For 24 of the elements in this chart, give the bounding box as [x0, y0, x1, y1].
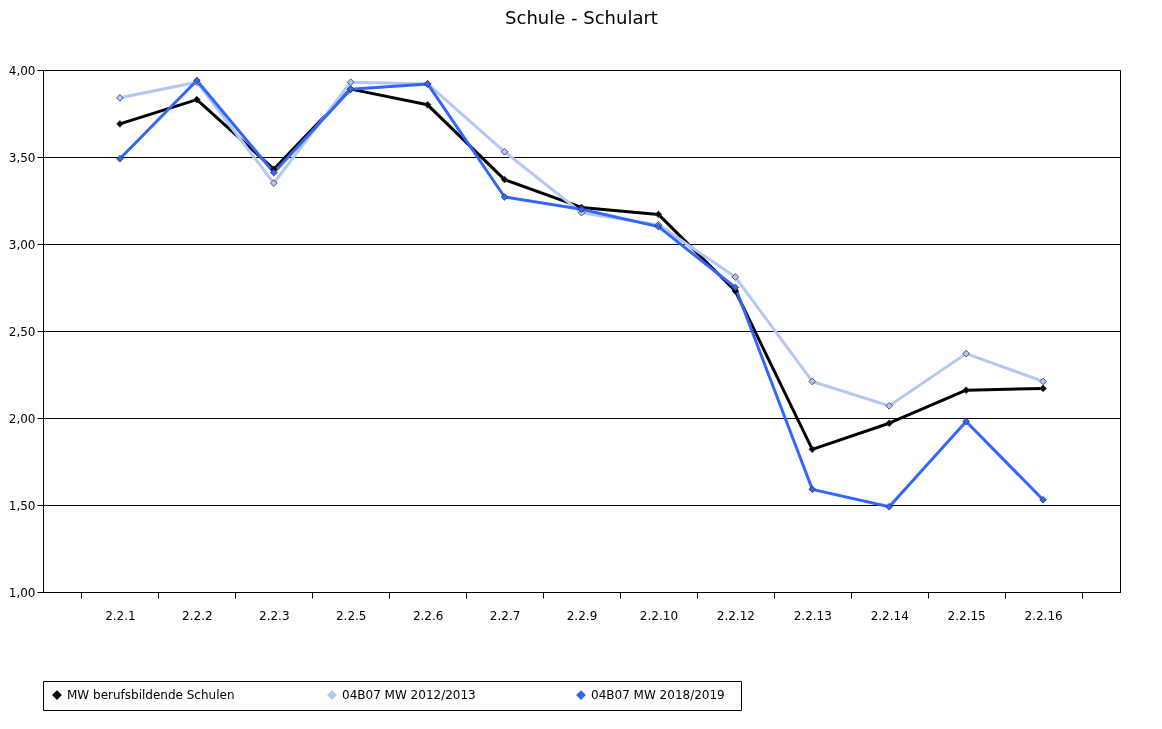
x-tick-label: 2.2.7 [489, 608, 521, 623]
y-tick-label: 2,00 [8, 411, 36, 426]
x-tick-label: 2.2.9 [566, 608, 598, 623]
x-tick-label: 2.2.10 [639, 608, 679, 623]
x-tick-label: 2.2.3 [259, 608, 290, 623]
x-tick-label: 2.2.2 [182, 608, 213, 623]
x-tick-label: 2.2.14 [870, 608, 909, 623]
x-tick-label: 2.2.6 [412, 608, 444, 623]
y-tick-label: 4,00 [8, 63, 36, 78]
x-tick-label: 2.2.15 [947, 608, 986, 623]
x-tick-label: 2.2.13 [793, 608, 832, 623]
legend-label: MW berufsbildende Schulen [67, 688, 235, 703]
y-tick-label: 1,50 [8, 498, 36, 513]
x-tick-label: 2.2.12 [716, 608, 755, 623]
x-tick-label: 2.2.1 [105, 608, 136, 623]
y-tick-label: 3,00 [8, 237, 36, 252]
x-tick-label: 2.2.5 [335, 608, 367, 623]
chart-title: Schule - Schulart [505, 7, 658, 28]
y-tick-label: 2,50 [8, 324, 36, 339]
x-tick-label: 2.2.16 [1024, 608, 1063, 623]
legend-label: 04B07 MW 2012/2013 [342, 688, 476, 703]
legend-label: 04B07 MW 2018/2019 [591, 688, 725, 703]
y-tick-label: 1,00 [8, 585, 36, 600]
y-tick-label: 3,50 [8, 150, 36, 165]
